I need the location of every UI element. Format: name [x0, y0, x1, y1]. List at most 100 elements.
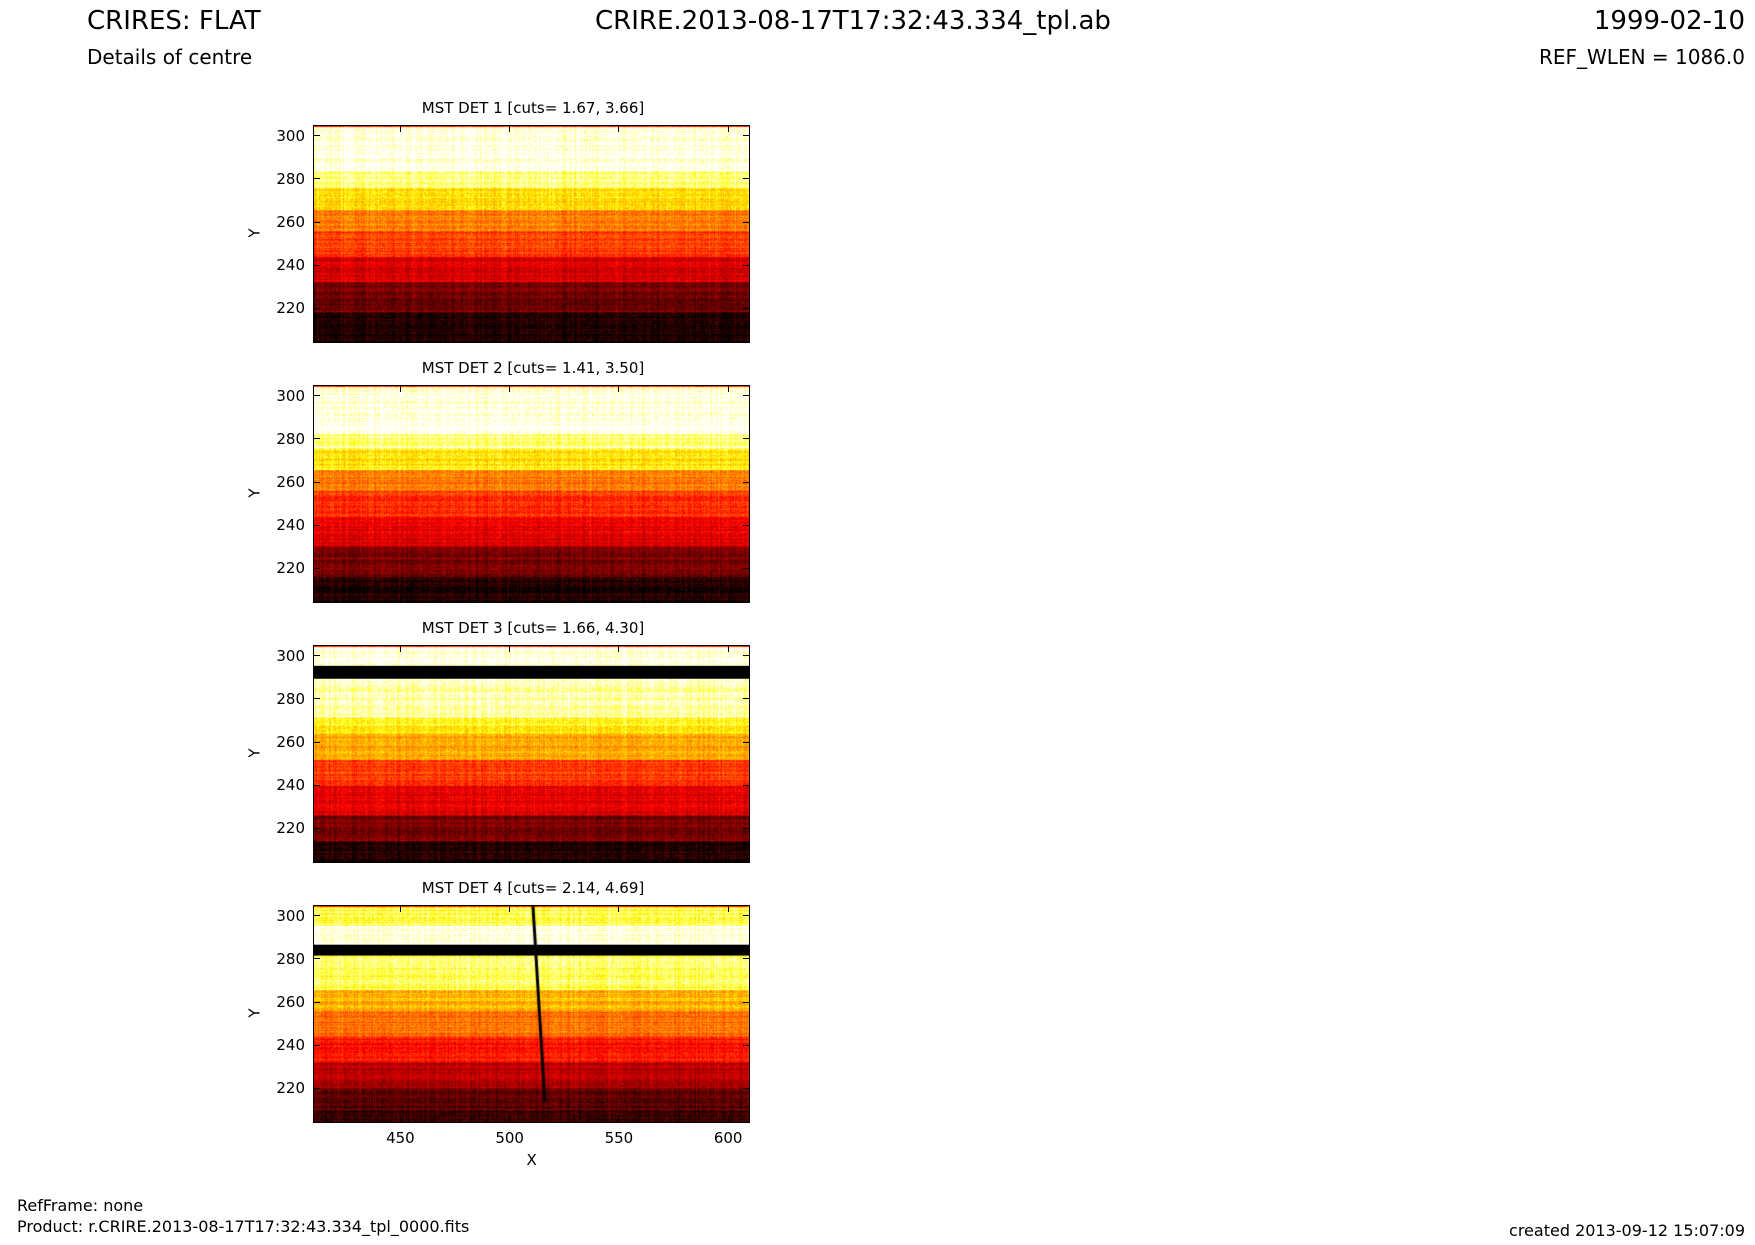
x-tick: [399, 336, 401, 343]
y-tick: [743, 567, 750, 569]
y-tick: [313, 784, 320, 786]
x-tick: [618, 596, 620, 603]
y-tick: [743, 958, 750, 960]
y-axis-label: Y: [245, 748, 264, 758]
y-tick: [743, 698, 750, 700]
y-tick: [743, 827, 750, 829]
x-tick: [509, 596, 511, 603]
x-tick: [618, 905, 620, 912]
y-tick-label: 300: [276, 386, 305, 405]
x-tick: [399, 645, 401, 652]
y-axis-label: Y: [245, 228, 264, 238]
y-tick: [743, 1044, 750, 1046]
x-tick: [509, 1116, 511, 1123]
y-tick: [743, 395, 750, 397]
y-tick-label: 260: [276, 993, 305, 1012]
panel-title: MST DET 4 [cuts= 2.14, 4.69]: [421, 879, 645, 897]
y-tick-label: 300: [276, 906, 305, 925]
y-tick: [313, 741, 320, 743]
right-title: 1999-02-10: [1593, 6, 1745, 36]
y-tick-label: 240: [276, 256, 305, 275]
x-axis-label: X: [526, 1151, 537, 1169]
refframe-label: RefFrame: none: [17, 1196, 144, 1215]
y-tick-label: 260: [276, 473, 305, 492]
x-tick: [727, 1116, 729, 1123]
heatmap-plot: [313, 645, 750, 863]
x-tick: [399, 596, 401, 603]
x-tick: [399, 385, 401, 392]
created-label: created 2013-09-12 15:07:09: [1509, 1221, 1745, 1240]
x-tick: [727, 125, 729, 132]
y-tick: [313, 481, 320, 483]
x-tick: [509, 856, 511, 863]
left-subtitle: Details of centre: [87, 45, 253, 69]
heatmap-image: [314, 126, 749, 342]
heatmap-plot: [313, 125, 750, 343]
heatmap-plot: [313, 905, 750, 1123]
heatmap-image: [314, 906, 749, 1122]
x-tick-label: 550: [604, 1129, 634, 1147]
y-tick-label: 280: [276, 949, 305, 968]
x-tick-label: 450: [386, 1129, 415, 1147]
y-tick-label: 300: [276, 126, 305, 145]
y-tick: [743, 264, 750, 266]
y-tick-label: 220: [276, 1079, 305, 1098]
y-tick: [743, 524, 750, 526]
panel-title: MST DET 2 [cuts= 1.41, 3.50]: [421, 359, 645, 377]
y-tick: [313, 827, 320, 829]
y-tick: [313, 567, 320, 569]
y-tick: [743, 307, 750, 309]
center-title: CRIRE.2013-08-17T17:32:43.334_tpl.ab: [595, 6, 1111, 36]
x-tick-label: 600: [713, 1129, 743, 1147]
y-tick-label: 240: [276, 1036, 305, 1055]
x-tick: [399, 905, 401, 912]
y-tick: [313, 915, 320, 917]
y-tick-label: 280: [276, 169, 305, 188]
y-tick: [743, 915, 750, 917]
product-label: Product: r.CRIRE.2013-08-17T17:32:43.334…: [17, 1217, 470, 1236]
x-tick: [618, 385, 620, 392]
y-tick: [313, 221, 320, 223]
right-subtitle: REF_WLEN = 1086.0: [1538, 45, 1745, 69]
x-tick: [618, 125, 620, 132]
x-tick: [509, 125, 511, 132]
heatmap-image: [314, 646, 749, 862]
y-tick: [313, 395, 320, 397]
panel-title: MST DET 3 [cuts= 1.66, 4.30]: [421, 619, 645, 637]
y-tick-label: 300: [276, 646, 305, 665]
y-tick: [313, 698, 320, 700]
x-tick: [618, 336, 620, 343]
y-tick: [743, 784, 750, 786]
x-tick: [727, 856, 729, 863]
y-tick-label: 280: [276, 429, 305, 448]
y-tick: [313, 178, 320, 180]
y-tick: [313, 958, 320, 960]
y-tick: [743, 438, 750, 440]
y-tick: [313, 1044, 320, 1046]
y-axis-label: Y: [245, 488, 264, 498]
y-tick-label: 260: [276, 213, 305, 232]
x-tick: [727, 905, 729, 912]
x-tick: [399, 1116, 401, 1123]
x-tick: [727, 645, 729, 652]
y-tick-label: 240: [276, 776, 305, 795]
x-tick: [618, 645, 620, 652]
x-tick-label: 500: [495, 1129, 524, 1147]
y-tick: [743, 221, 750, 223]
x-tick: [727, 336, 729, 343]
x-tick: [509, 905, 511, 912]
y-tick: [743, 655, 750, 657]
y-tick: [313, 264, 320, 266]
y-tick: [313, 307, 320, 309]
y-tick: [313, 1001, 320, 1003]
y-tick: [313, 524, 320, 526]
y-tick: [743, 481, 750, 483]
x-tick: [727, 385, 729, 392]
x-tick: [399, 856, 401, 863]
y-tick: [313, 135, 320, 137]
heatmap-plot: [313, 385, 750, 603]
x-tick: [509, 645, 511, 652]
y-tick: [743, 135, 750, 137]
y-tick: [743, 1087, 750, 1089]
y-tick-label: 260: [276, 733, 305, 752]
